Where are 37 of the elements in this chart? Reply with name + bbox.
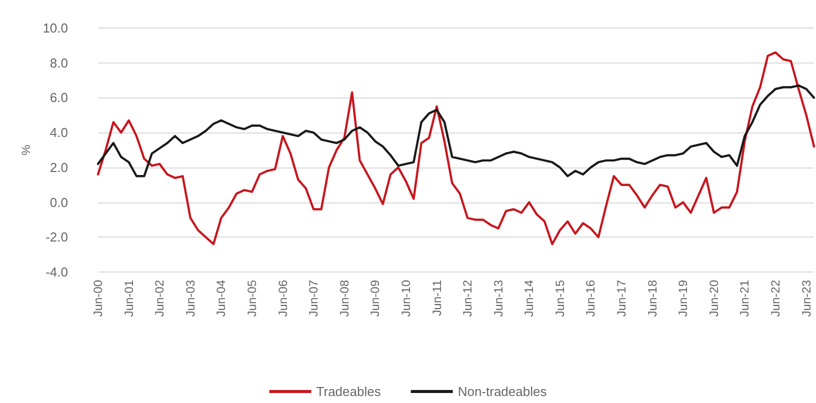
line-series <box>96 84 816 178</box>
y-tick-label: 10.0 <box>42 20 68 36</box>
y-tick-label: -4.0 <box>46 264 68 280</box>
x-tick-label: Jun-19 <box>676 280 690 317</box>
legend-label: Tradeables <box>316 384 382 399</box>
x-tick-label: Jun-11 <box>430 280 444 316</box>
x-tick-label: Jun-07 <box>306 280 321 317</box>
y-tick-label: 4.0 <box>50 125 68 140</box>
y-axis-title: % <box>18 144 33 156</box>
x-tick-label: Jun-10 <box>398 280 413 317</box>
legend-label: Non-tradeables <box>458 384 548 399</box>
x-tick-label: Jun-22 <box>768 280 783 317</box>
x-tick-label: Jun-16 <box>584 280 598 317</box>
x-tick-label: Jun-04 <box>214 280 228 317</box>
y-tick-label: 8.0 <box>50 55 68 70</box>
x-tick-label: Jun-02 <box>152 280 167 317</box>
x-tick-label: Jun-23 <box>799 280 814 317</box>
x-tick-label: Jun-15 <box>552 280 567 317</box>
x-tick-label: Jun-14 <box>522 280 536 317</box>
x-tick-label: Jun-05 <box>244 280 259 317</box>
x-tick-label: Jun-06 <box>276 280 290 317</box>
x-tick-label: Jun-00 <box>91 280 105 317</box>
x-tick-label: Jun-20 <box>706 280 721 317</box>
line-series <box>96 51 816 246</box>
y-tick-label: 6.0 <box>50 90 68 106</box>
y-tick-label: -2.0 <box>46 230 68 245</box>
y-tick-label: 0.0 <box>50 194 68 210</box>
x-tick-label: Jun-08 <box>337 280 352 317</box>
x-tick-label: Jun-01 <box>122 280 136 317</box>
x-tick-label: Jun-13 <box>491 280 506 317</box>
x-tick-label: Jun-12 <box>460 280 475 317</box>
x-tick-label: Jun-09 <box>368 280 382 317</box>
x-tick-label: Jun-17 <box>614 280 629 317</box>
x-tick-label: Jun-18 <box>645 280 660 317</box>
y-tick-label: 2.0 <box>50 160 68 175</box>
x-tick-label: Jun-03 <box>183 280 198 317</box>
x-tick-label: Jun-21 <box>738 280 752 317</box>
